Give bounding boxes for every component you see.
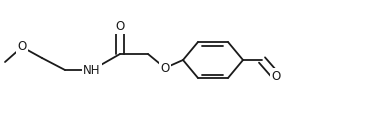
Text: NH: NH bbox=[83, 64, 101, 76]
Text: O: O bbox=[160, 61, 170, 75]
Text: O: O bbox=[272, 69, 280, 83]
Text: O: O bbox=[18, 41, 26, 53]
Text: O: O bbox=[116, 19, 124, 33]
